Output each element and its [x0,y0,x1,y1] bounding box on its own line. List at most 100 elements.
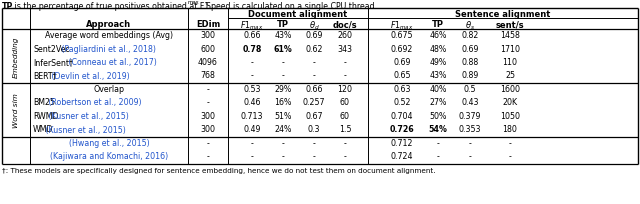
Text: is the percentage of true positives obtained at F1: is the percentage of true positives obta… [12,2,209,11]
Text: 0.5: 0.5 [464,85,476,94]
Text: 343: 343 [337,44,353,53]
Text: -: - [251,138,253,147]
Text: 0.675: 0.675 [391,31,413,40]
Text: 0.69: 0.69 [394,58,411,67]
Text: 768: 768 [200,71,216,80]
Text: -: - [207,85,209,94]
Text: 48%: 48% [429,44,447,53]
Text: 1050: 1050 [500,111,520,120]
Text: 27%: 27% [429,98,447,107]
Text: $F1_{max}$: $F1_{max}$ [390,20,414,32]
Text: max: max [187,0,198,6]
Text: 110: 110 [502,58,518,67]
Text: 0.724: 0.724 [391,152,413,161]
Text: 0.3: 0.3 [308,125,320,134]
Text: -: - [344,152,346,161]
Text: 25: 25 [505,71,515,80]
Text: -: - [312,138,316,147]
Text: 300: 300 [200,111,216,120]
Text: Document alignment: Document alignment [248,10,348,19]
Text: 180: 180 [502,125,517,134]
Text: 46%: 46% [429,31,447,40]
Text: Average word embeddings (Avg): Average word embeddings (Avg) [45,31,173,40]
Text: -: - [312,58,316,67]
Text: 51%: 51% [275,111,292,120]
Text: 0.692: 0.692 [391,44,413,53]
Text: -: - [312,71,316,80]
Text: . Speed is calculated on a single CPU thread.: . Speed is calculated on a single CPU th… [201,2,377,11]
Text: 0.704: 0.704 [391,111,413,120]
Text: BERT†: BERT† [33,71,56,80]
Text: InferSent†: InferSent† [33,58,73,67]
Text: 0.379: 0.379 [459,111,481,120]
Text: -: - [207,98,209,107]
Text: -: - [436,138,440,147]
Text: 1458: 1458 [500,31,520,40]
Text: Sent2Vec: Sent2Vec [33,44,70,53]
Text: 0.62: 0.62 [305,44,323,53]
Text: 0.69: 0.69 [305,31,323,40]
Text: Overlap: Overlap [93,85,125,94]
Text: -: - [468,152,472,161]
Text: (Pagliardini et al., 2018): (Pagliardini et al., 2018) [59,44,156,53]
Text: -: - [282,138,284,147]
Text: Sentence alignment: Sentence alignment [455,10,550,19]
Text: 0.353: 0.353 [459,125,481,134]
Text: 0.49: 0.49 [243,125,260,134]
Text: TP: TP [277,20,289,29]
Text: 260: 260 [337,31,353,40]
Text: -: - [251,152,253,161]
Text: RWMD: RWMD [33,111,58,120]
Text: 0.713: 0.713 [241,111,263,120]
Text: -: - [509,152,511,161]
Text: -: - [468,138,472,147]
Text: 300: 300 [200,125,216,134]
Text: 60: 60 [340,98,350,107]
Text: -: - [282,152,284,161]
Text: -: - [312,152,316,161]
Text: 0.88: 0.88 [461,58,479,67]
Text: -: - [207,152,209,161]
Text: 300: 300 [200,31,216,40]
Text: 0.66: 0.66 [243,31,260,40]
Text: 0.89: 0.89 [461,71,479,80]
Text: EDim: EDim [196,20,220,29]
Text: BM25: BM25 [33,98,55,107]
Text: -: - [344,71,346,80]
Text: 1710: 1710 [500,44,520,53]
Text: 16%: 16% [275,98,292,107]
Text: 0.257: 0.257 [303,98,325,107]
Text: -: - [344,58,346,67]
Text: 1.5: 1.5 [339,125,351,134]
Text: 0.712: 0.712 [391,138,413,147]
Text: 20K: 20K [502,98,518,107]
Text: 0.726: 0.726 [390,125,414,134]
Text: (Hwang et al., 2015): (Hwang et al., 2015) [68,138,149,147]
Text: 54%: 54% [429,125,447,134]
Text: (Devlin et al., 2019): (Devlin et al., 2019) [49,71,130,80]
Text: 29%: 29% [275,85,292,94]
Text: 0.63: 0.63 [393,85,411,94]
Text: 0.43: 0.43 [461,98,479,107]
Text: -: - [509,138,511,147]
Text: (Robertson et al., 2009): (Robertson et al., 2009) [46,98,141,107]
Text: -: - [251,71,253,80]
Text: 0.82: 0.82 [461,31,479,40]
Text: 50%: 50% [429,111,447,120]
Text: 61%: 61% [274,44,292,53]
Text: 60: 60 [340,111,350,120]
Text: -: - [207,138,209,147]
Text: doc/s: doc/s [333,20,357,29]
Text: sent/s: sent/s [496,20,524,29]
Text: $\theta_s$: $\theta_s$ [465,20,475,32]
Text: -: - [344,138,346,147]
Text: (Kusner et al., 2015): (Kusner et al., 2015) [43,125,125,134]
Text: $F1_{max}$: $F1_{max}$ [240,20,264,32]
Text: 0.69: 0.69 [461,44,479,53]
Text: 0.65: 0.65 [393,71,411,80]
Text: 0.53: 0.53 [243,85,260,94]
Text: TP: TP [2,2,13,11]
Text: 49%: 49% [429,58,447,67]
Text: (Conneau et al., 2017): (Conneau et al., 2017) [65,58,156,67]
Text: 0.78: 0.78 [243,44,262,53]
